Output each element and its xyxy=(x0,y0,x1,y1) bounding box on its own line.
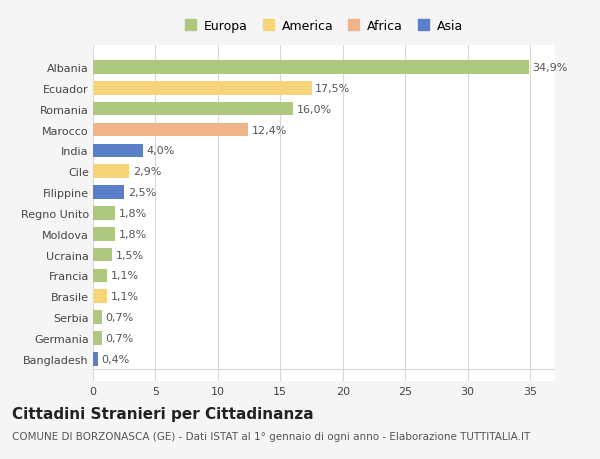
Bar xyxy=(93,103,293,116)
Bar xyxy=(93,331,102,345)
Bar xyxy=(93,311,102,324)
Text: 12,4%: 12,4% xyxy=(251,125,287,135)
Text: 1,8%: 1,8% xyxy=(119,229,148,239)
Text: 0,7%: 0,7% xyxy=(106,313,134,322)
Text: Cittadini Stranieri per Cittadinanza: Cittadini Stranieri per Cittadinanza xyxy=(12,406,314,421)
Text: 16,0%: 16,0% xyxy=(296,105,332,114)
Bar xyxy=(93,186,124,199)
Text: 17,5%: 17,5% xyxy=(315,84,350,94)
Text: 0,7%: 0,7% xyxy=(106,333,134,343)
Text: 4,0%: 4,0% xyxy=(146,146,175,156)
Text: 1,8%: 1,8% xyxy=(119,208,148,218)
Bar xyxy=(93,269,107,283)
Bar xyxy=(93,165,129,179)
Legend: Europa, America, Africa, Asia: Europa, America, Africa, Asia xyxy=(185,20,463,33)
Text: 1,5%: 1,5% xyxy=(115,250,143,260)
Bar xyxy=(93,290,107,303)
Bar xyxy=(93,228,115,241)
Text: COMUNE DI BORZONASCA (GE) - Dati ISTAT al 1° gennaio di ogni anno - Elaborazione: COMUNE DI BORZONASCA (GE) - Dati ISTAT a… xyxy=(12,431,530,442)
Text: 0,4%: 0,4% xyxy=(102,354,130,364)
Text: 2,5%: 2,5% xyxy=(128,188,156,198)
Text: 2,9%: 2,9% xyxy=(133,167,161,177)
Bar xyxy=(93,144,143,158)
Bar xyxy=(93,352,98,366)
Bar xyxy=(93,248,112,262)
Bar xyxy=(93,207,115,220)
Bar xyxy=(93,82,311,95)
Text: 1,1%: 1,1% xyxy=(110,291,139,302)
Bar xyxy=(93,61,529,75)
Bar xyxy=(93,123,248,137)
Text: 34,9%: 34,9% xyxy=(533,63,568,73)
Text: 1,1%: 1,1% xyxy=(110,271,139,281)
